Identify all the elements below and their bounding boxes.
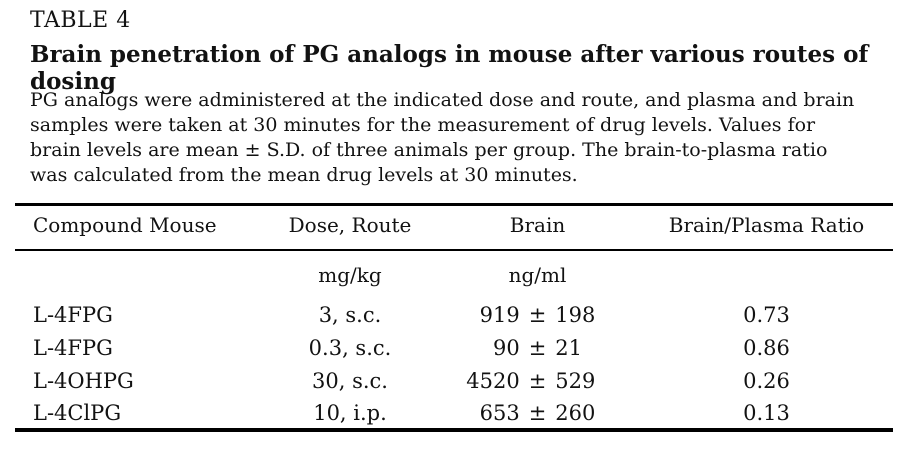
column-header-compound: Compound Mouse: [33, 213, 217, 237]
plus-minus-sign: ±: [528, 369, 547, 393]
cell-dose-route: 10, i.p.: [313, 401, 387, 425]
table-title: Brain penetration of PG analogs in mouse…: [30, 41, 869, 95]
table-top-rule: [15, 203, 893, 206]
table-header-row: Compound Mouse Dose, Route Brain Brain/P…: [15, 208, 893, 242]
brain-mean-value: 90: [492, 336, 520, 360]
cell-compound: L-4OHPG: [33, 369, 134, 393]
plus-minus-sign: ±: [528, 401, 547, 425]
column-header-brain: Brain: [509, 213, 566, 237]
brain-sd-value: 198: [555, 303, 596, 327]
table-bottom-rule: [15, 428, 893, 432]
footnote-line: was calculated from the mean drug levels…: [30, 164, 578, 186]
brain-sd-value: 529: [555, 369, 596, 393]
table-footnote: PG analogs were administered at the indi…: [30, 88, 890, 188]
brain-mean-value: 4520: [466, 369, 520, 393]
cell-dose-route: 0.3, s.c.: [308, 336, 392, 360]
brain-sd-value: 260: [555, 401, 596, 425]
cell-brain: 90 ± 21: [435, 332, 640, 365]
brain-mean-value: 653: [479, 401, 520, 425]
table-row: L-4FPG 0.3, s.c. 90 ± 21 0.86: [15, 332, 893, 365]
table-row: L-4OHPG 30, s.c. 4520 ± 529 0.26: [15, 365, 893, 398]
brain-mean-value: 919: [479, 303, 520, 327]
unit-brain: ng/ml: [508, 263, 567, 287]
plus-minus-sign: ±: [528, 303, 547, 327]
cell-compound: L-4ClPG: [33, 401, 122, 425]
cell-ratio: 0.26: [743, 369, 790, 393]
cell-ratio: 0.86: [743, 336, 790, 360]
cell-compound: L-4FPG: [33, 336, 113, 360]
table-row: L-4FPG 3, s.c. 919 ± 198 0.73: [15, 299, 893, 332]
cell-compound: L-4FPG: [33, 303, 113, 327]
table-units-row: mg/kg ng/ml: [15, 262, 893, 288]
cell-ratio: 0.73: [743, 303, 790, 327]
column-header-dose-route: Dose, Route: [288, 213, 412, 237]
plus-minus-sign: ±: [528, 336, 547, 360]
footnote-line: PG analogs were administered at the indi…: [30, 89, 855, 111]
cell-brain: 4520 ± 529: [435, 365, 640, 398]
table-header-rule: [15, 249, 893, 251]
brain-sd-value: 21: [555, 336, 583, 360]
table-number-label: TABLE 4: [30, 8, 131, 33]
cell-ratio: 0.13: [743, 401, 790, 425]
cell-dose-route: 30, s.c.: [312, 369, 388, 393]
cell-dose-route: 3, s.c.: [318, 303, 382, 327]
column-header-ratio: Brain/Plasma Ratio: [668, 213, 865, 237]
footnote-line: samples were taken at 30 minutes for the…: [30, 114, 816, 136]
cell-brain: 653 ± 260: [435, 397, 640, 430]
unit-dose: mg/kg: [318, 263, 382, 287]
footnote-line: brain levels are mean ± S.D. of three an…: [30, 139, 828, 161]
cell-brain: 919 ± 198: [435, 299, 640, 332]
table-row: L-4ClPG 10, i.p. 653 ± 260 0.13: [15, 397, 893, 430]
